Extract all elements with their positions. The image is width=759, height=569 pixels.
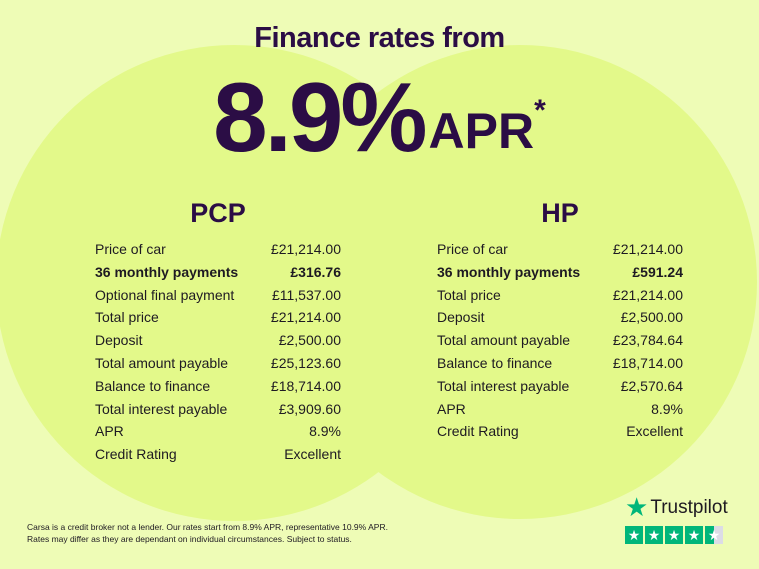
row-value: £25,123.60 [270, 354, 341, 371]
table-row: Credit Rating Excellent [437, 420, 683, 443]
row-value: 8.9% [309, 423, 341, 440]
table-row: Total interest payable £3,909.60 [95, 398, 341, 421]
table-row: Price of car £21,214.00 [437, 238, 683, 261]
disclaimer: Carsa is a credit broker not a lender. O… [27, 521, 388, 545]
table-row: Total amount payable £23,784.64 [437, 329, 683, 352]
table-row: Optional final payment £11,537.00 [95, 284, 341, 307]
headline-title: Finance rates from [254, 22, 505, 54]
star-icon: ★ [685, 526, 703, 544]
row-label: Total price [437, 286, 501, 303]
row-label: Deposit [95, 332, 143, 349]
pcp-panel: PCP Price of car £21,214.00 36 monthly pay… [95, 198, 341, 466]
row-label: Optional final payment [95, 286, 235, 303]
table-row: Price of car £21,214.00 [95, 238, 341, 261]
row-label: Total interest payable [437, 377, 570, 394]
row-value: Excellent [626, 423, 683, 440]
row-value: 8.9% [651, 400, 683, 417]
row-label: Total amount payable [95, 354, 229, 371]
table-row: 36 monthly payments £316.76 [95, 261, 341, 284]
table-row: Balance to finance £18,714.00 [95, 375, 341, 398]
star-icon: ★ [705, 526, 723, 544]
table-row: Total interest payable £2,570.64 [437, 375, 683, 398]
table-row: Deposit £2,500.00 [437, 306, 683, 329]
table-row: Total amount payable £25,123.60 [95, 352, 341, 375]
table-row: Credit Rating Excellent [95, 443, 341, 466]
decorative-circle-right [283, 45, 757, 519]
disclaimer-line-1: Carsa is a credit broker not a lender. O… [27, 522, 388, 532]
table-row: 36 monthly payments £591.24 [437, 261, 683, 284]
row-label: APR [95, 423, 124, 440]
row-value: £21,214.00 [612, 241, 683, 257]
table-row: Balance to finance £18,714.00 [437, 352, 683, 375]
row-label: Total amount payable [437, 332, 571, 349]
row-label: Balance to finance [437, 354, 553, 371]
rate-value: 8.9% [213, 62, 427, 172]
row-value: £591.24 [632, 263, 683, 280]
row-value: £23,784.64 [612, 332, 683, 349]
headline-rate: 8.9% APR * [0, 62, 759, 172]
row-label: Credit Rating [95, 446, 177, 463]
row-label: Total interest payable [95, 400, 228, 417]
table-row: Deposit £2,500.00 [95, 329, 341, 352]
row-value: Excellent [284, 446, 341, 463]
rate-asterisk: * [534, 94, 546, 127]
table-row: APR 8.9% [95, 420, 341, 443]
row-value: £3,909.60 [278, 400, 341, 417]
row-label: Credit Rating [437, 423, 519, 440]
trustpilot-badge[interactable]: ★ Trustpilot ★ ★ ★ ★ ★ [625, 492, 728, 544]
row-value: £11,537.00 [271, 286, 341, 303]
row-label: 36 monthly payments [437, 263, 581, 280]
row-label: APR [437, 400, 466, 417]
row-value: £2,500.00 [620, 309, 683, 326]
star-icon: ★ [625, 492, 649, 522]
row-value: £18,714.00 [612, 354, 683, 371]
row-label: Balance to finance [95, 377, 211, 394]
row-value: £316.76 [290, 263, 341, 280]
row-value: £18,714.00 [270, 377, 341, 394]
pcp-title: PCP [190, 198, 246, 228]
star-icon: ★ [665, 526, 683, 544]
row-label: Price of car [437, 241, 508, 257]
row-value: £2,500.00 [278, 332, 341, 349]
row-label: Total price [95, 309, 159, 326]
row-label: Deposit [437, 309, 485, 326]
disclaimer-line-2: Rates may differ as they are dependant o… [27, 534, 352, 544]
row-value: £21,214.00 [612, 286, 683, 303]
hp-panel: HP Price of car £21,214.00 36 monthly paym… [437, 198, 683, 443]
table-row: Total price £21,214.00 [437, 284, 683, 307]
star-icon: ★ [645, 526, 663, 544]
star-icon: ★ [625, 526, 643, 544]
row-label: Price of car [95, 241, 166, 257]
row-value: £2,570.64 [620, 377, 683, 394]
row-label: 36 monthly payments [95, 263, 239, 280]
row-value: £21,214.00 [270, 241, 341, 257]
table-row: Total price £21,214.00 [95, 306, 341, 329]
trustpilot-brand: Trustpilot [650, 496, 728, 518]
rate-suffix: APR [428, 103, 535, 159]
row-value: £21,214.00 [270, 309, 341, 326]
table-row: APR 8.9% [437, 398, 683, 421]
trustpilot-rating: ★ ★ ★ ★ ★ [625, 526, 728, 544]
hp-title: HP [541, 198, 579, 228]
